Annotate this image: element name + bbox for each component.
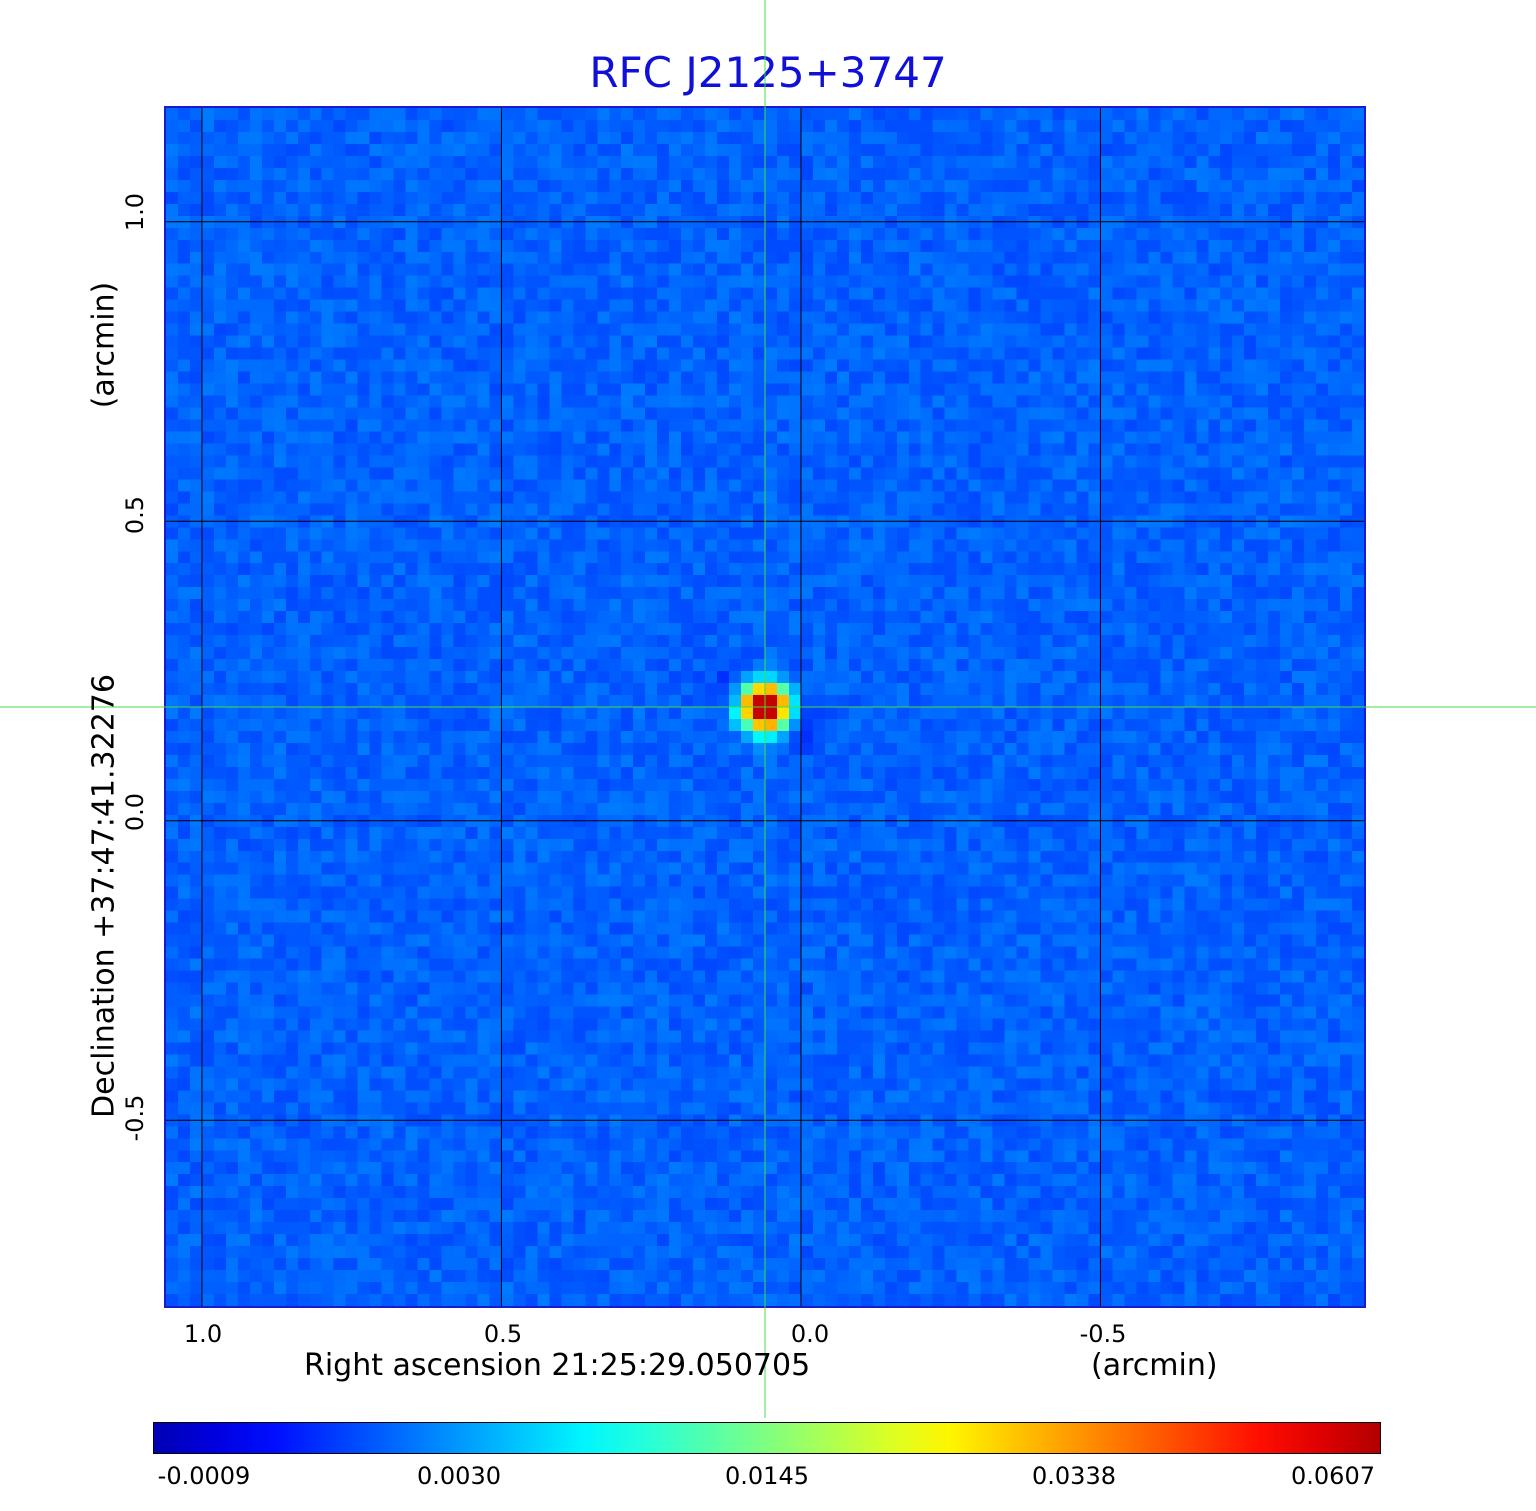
y-tick-label: 1.0 [121, 192, 149, 232]
x-tick-label: 0.0 [790, 1320, 830, 1348]
colorbar-tick-label: 0.0145 [725, 1462, 809, 1490]
colorbar-tick-label: 0.0030 [417, 1462, 501, 1490]
intensity-image [166, 108, 1364, 1306]
colorbar-tick-label: -0.0009 [157, 1462, 251, 1490]
chart-title: RFC J2125+3747 [589, 48, 947, 97]
colorbar-tick-label: 0.0607 [1291, 1462, 1375, 1490]
y-tick-label: 0.0 [121, 792, 149, 832]
colorbar [153, 1422, 1381, 1454]
y-tick-label: -0.5 [121, 1094, 149, 1142]
x-axis-unit: (arcmin) [1091, 1348, 1218, 1383]
colorbar-tick-label: 0.0338 [1032, 1462, 1116, 1490]
intensity-map [164, 106, 1366, 1308]
y-tick-label: 0.5 [121, 495, 149, 535]
x-tick-label: -0.5 [1079, 1320, 1127, 1348]
x-tick-label: 0.5 [483, 1320, 523, 1348]
x-axis-label: Right ascension 21:25:29.050705 [304, 1348, 811, 1383]
y-axis-label: Declination +37:47:41.32276 [86, 674, 122, 1118]
y-axis-unit: (arcmin) [86, 281, 122, 409]
x-tick-label: 1.0 [183, 1320, 223, 1348]
